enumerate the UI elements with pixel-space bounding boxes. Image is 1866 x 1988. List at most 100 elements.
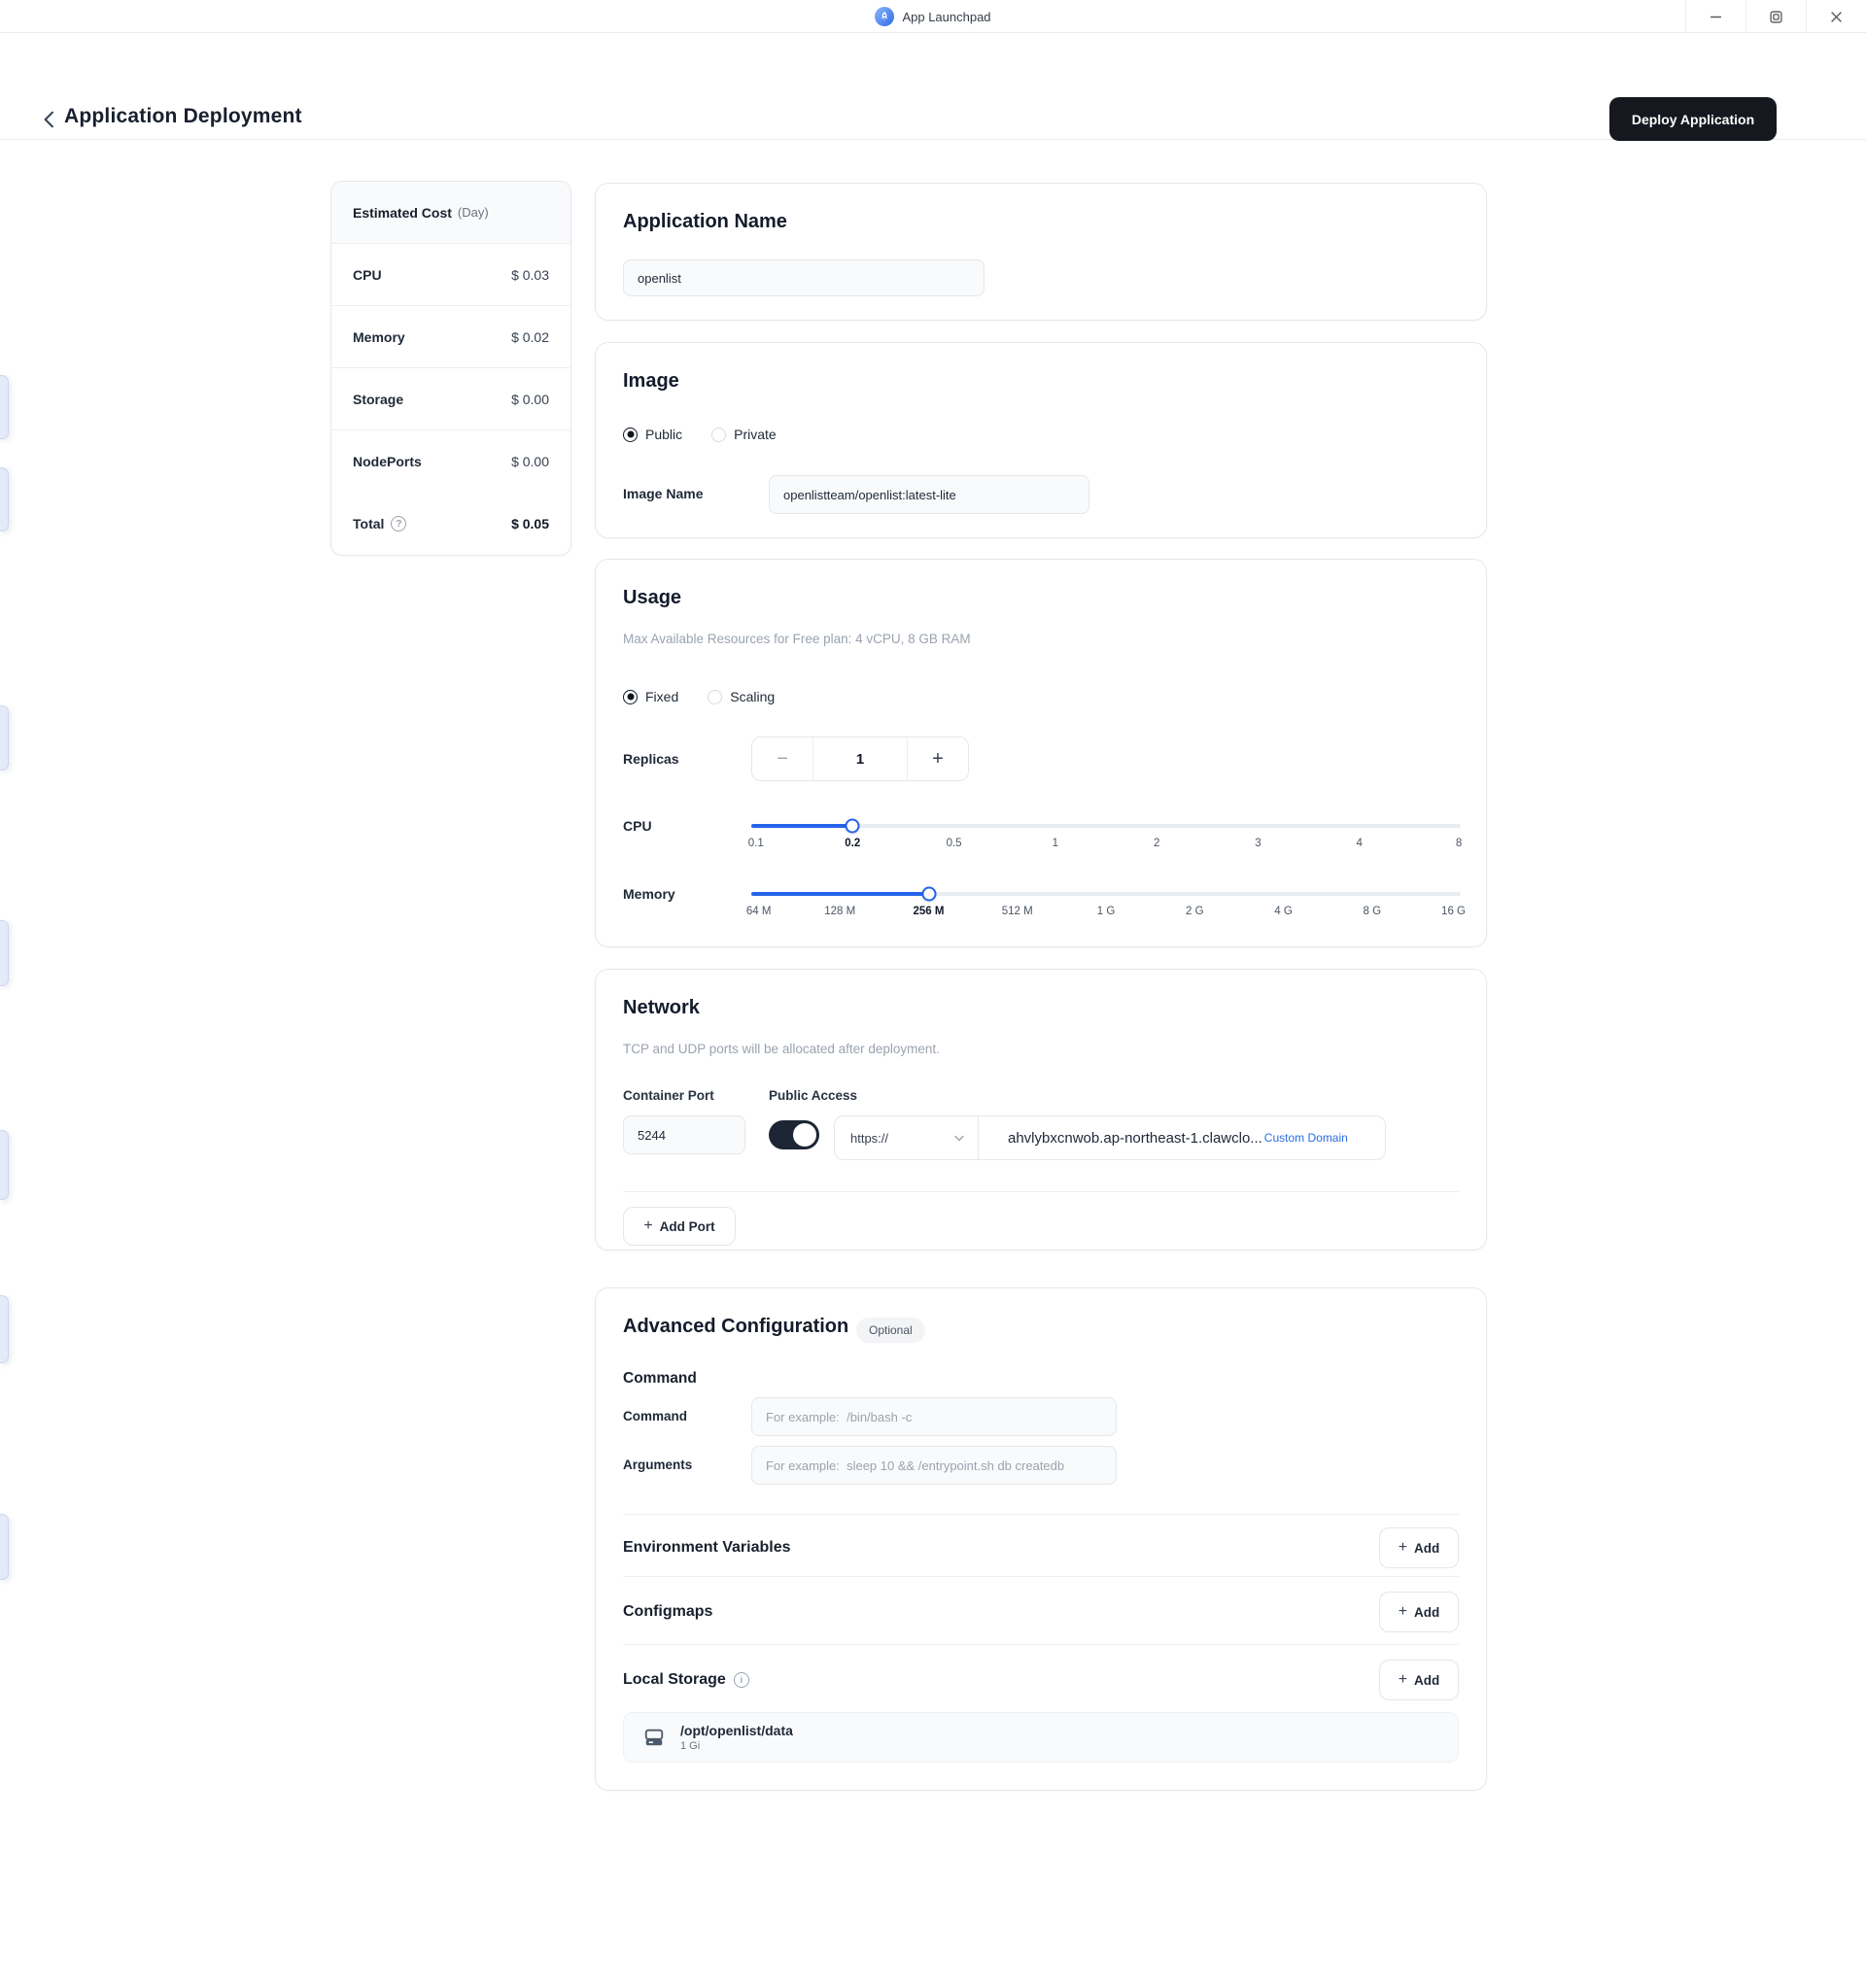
add-port-label: Add Port [659, 1218, 715, 1234]
application-name-card: Application Name [595, 183, 1487, 321]
usage-title: Usage [623, 587, 682, 608]
add-environment-variable-button[interactable]: + Add [1379, 1527, 1459, 1568]
window-controls [1685, 0, 1866, 33]
add-port-button[interactable]: + Add Port [623, 1207, 736, 1246]
optional-badge: Optional [856, 1318, 925, 1343]
cost-row-value: $ 0.00 [511, 391, 549, 407]
application-name-title: Application Name [623, 211, 787, 232]
add-label: Add [1414, 1540, 1440, 1556]
private-radio[interactable]: Private [711, 427, 777, 442]
application-name-input[interactable] [623, 259, 985, 296]
cost-title: Estimated Cost [353, 204, 452, 221]
environment-variables-heading: Environment Variables [623, 1539, 791, 1556]
page-header: Application Deployment Deploy Applicatio… [0, 33, 1866, 141]
command-input[interactable] [751, 1397, 1117, 1436]
plus-icon: + [1398, 1671, 1408, 1688]
usage-card: Usage Max Available Resources for Free p… [595, 559, 1487, 947]
plus-icon: + [1398, 1539, 1408, 1556]
radio-dot-icon [708, 689, 723, 704]
deploy-application-button[interactable]: Deploy Application [1609, 97, 1777, 141]
cost-header: Estimated Cost (Day) [331, 182, 570, 244]
close-icon [1831, 11, 1842, 22]
slider-tick-label: 3 [1255, 838, 1261, 849]
cost-row: NodePorts $ 0.00 [331, 430, 570, 493]
cost-row: Storage $ 0.00 [331, 368, 570, 430]
domain-group: https:// ahvlybxcnwob.ap-northeast-1.cla… [834, 1115, 1386, 1160]
help-icon[interactable]: ? [391, 516, 407, 531]
network-subtitle: TCP and UDP ports will be allocated afte… [623, 1042, 940, 1056]
memory-slider-ticks: 64 M 128 M 256 M 512 M 1 G 2 G 4 G 8 G 16 G [746, 906, 1466, 921]
public-radio[interactable]: Public [623, 427, 682, 442]
container-port-label: Container Port [623, 1088, 714, 1103]
titlebar: App Launchpad [0, 0, 1866, 33]
cpu-slider-fill [751, 824, 853, 828]
cpu-slider[interactable]: 0.1 0.2 0.5 1 2 3 4 8 [747, 818, 1462, 857]
network-title: Network [623, 997, 700, 1018]
restore-button[interactable] [1745, 0, 1806, 33]
slider-tick-label: 4 G [1274, 906, 1293, 917]
minimize-icon [1710, 16, 1721, 17]
local-storage-heading: Local Storage i [623, 1671, 749, 1689]
titlebar-app-name: App Launchpad [902, 9, 991, 24]
cost-row-value: $ 0.02 [511, 328, 549, 345]
left-decor-chip [0, 1295, 9, 1363]
replicas-decrease-button[interactable]: − [752, 737, 812, 780]
public-access-toggle[interactable] [769, 1120, 819, 1149]
cpu-slider-track[interactable] [751, 824, 1461, 828]
plus-icon: + [643, 1217, 653, 1234]
cost-total-label: Total [353, 516, 385, 531]
left-decor-chip [0, 1130, 9, 1200]
replicas-value: 1 [812, 737, 908, 780]
estimated-cost-panel: Estimated Cost (Day) CPU $ 0.03 Memory $ 0.… [330, 181, 571, 556]
command-heading: Command [623, 1370, 697, 1387]
protocol-select[interactable]: https:// [835, 1116, 979, 1159]
info-icon[interactable]: i [733, 1672, 749, 1688]
cpu-slider-handle[interactable] [845, 818, 860, 834]
advanced-divider [623, 1644, 1459, 1645]
arguments-input[interactable] [751, 1446, 1117, 1485]
memory-slider-handle[interactable] [921, 886, 936, 902]
container-port-input[interactable] [623, 1115, 745, 1154]
memory-slider[interactable]: 64 M 128 M 256 M 512 M 1 G 2 G 4 G 8 G 16 G [746, 886, 1466, 925]
replicas-increase-button[interactable]: + [908, 737, 968, 780]
storage-path: /opt/openlist/data [680, 1723, 793, 1738]
local-storage-label: Local Storage [623, 1671, 726, 1688]
back-button[interactable] [37, 108, 60, 131]
fixed-radio[interactable]: Fixed [623, 689, 678, 704]
left-decor-chip [0, 705, 9, 771]
close-button[interactable] [1806, 0, 1866, 33]
image-name-input[interactable] [769, 475, 1089, 514]
cost-rows: CPU $ 0.03 Memory $ 0.02 Storage $ 0.00 NodePo… [331, 244, 570, 493]
slider-tick-label: 0.1 [747, 838, 764, 849]
local-storage-item[interactable]: /opt/openlist/data 1 Gi [623, 1712, 1459, 1763]
public-radio-label: Public [645, 427, 683, 442]
protocol-value: https:// [850, 1130, 889, 1146]
arguments-label: Arguments [623, 1457, 693, 1472]
storage-size: 1 Gi [680, 1740, 701, 1752]
left-decor-chip [0, 920, 9, 986]
memory-slider-fill [751, 892, 929, 896]
toggle-knob [793, 1123, 816, 1147]
add-label: Add [1414, 1672, 1440, 1688]
network-card: Network TCP and UDP ports will be alloca… [595, 969, 1487, 1251]
scaling-radio-label: Scaling [730, 689, 776, 704]
configmaps-heading: Configmaps [623, 1603, 713, 1620]
slider-tick-label: 16 G [1441, 906, 1466, 917]
slider-tick-label: 256 M [913, 906, 945, 917]
add-local-storage-button[interactable]: + Add [1379, 1660, 1459, 1700]
memory-slider-track[interactable] [751, 892, 1461, 896]
custom-domain-link[interactable]: Custom Domain [1263, 1131, 1348, 1145]
usage-mode-radios: Fixed Scaling [623, 689, 775, 704]
cost-row-value: $ 0.00 [511, 454, 549, 469]
cost-row: Memory $ 0.02 [331, 306, 570, 368]
storage-drive-icon [644, 1729, 664, 1746]
cost-row-total: Total? $ 0.05 [331, 493, 570, 555]
image-title: Image [623, 370, 679, 392]
slider-tick-label: 512 M [1001, 906, 1033, 917]
domain-value: ahvlybxcnwob.ap-northeast-1.clawclo... [1008, 1129, 1262, 1147]
minimize-button[interactable] [1685, 0, 1745, 33]
scaling-radio[interactable]: Scaling [708, 689, 775, 704]
add-configmap-button[interactable]: + Add [1379, 1592, 1459, 1632]
chevron-left-icon [44, 111, 53, 128]
advanced-divider [623, 1576, 1459, 1577]
